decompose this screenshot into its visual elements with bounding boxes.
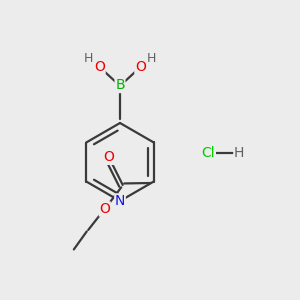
Text: N: N (115, 194, 125, 208)
Text: O: O (103, 150, 114, 164)
Text: H: H (83, 52, 93, 65)
Text: H: H (234, 146, 244, 160)
Text: Cl: Cl (202, 146, 215, 160)
Text: O: O (99, 202, 110, 216)
Text: O: O (94, 60, 105, 74)
Text: B: B (115, 79, 125, 92)
Text: O: O (135, 60, 146, 74)
Text: H: H (147, 52, 157, 65)
